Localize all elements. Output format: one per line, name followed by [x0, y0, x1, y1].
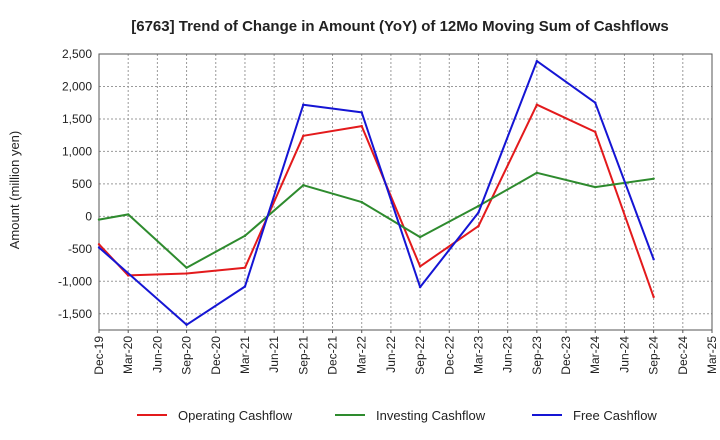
y-tick-label: 2,000 — [62, 79, 92, 93]
free-cashflow-point — [652, 258, 655, 261]
x-tick-label: Jun-24 — [617, 336, 631, 373]
x-tick-label: Mar-20 — [121, 336, 135, 374]
x-tick-label: Dec-20 — [209, 336, 223, 375]
free-cashflow-point — [97, 246, 101, 249]
legend: Operating Cashflow Investing Cashflow Free… — [137, 408, 657, 423]
x-tick-label: Sep-24 — [647, 336, 661, 375]
y-axis-label: Amount (million yen) — [7, 131, 22, 250]
x-tick-label: Jun-23 — [501, 336, 515, 373]
operating-cashflow-point — [477, 224, 480, 228]
investing-cashflow-point — [477, 204, 480, 208]
x-tick-label: Sep-21 — [296, 336, 310, 375]
y-tick-label: -500 — [68, 242, 92, 256]
x-tick-label: Dec-19 — [92, 336, 106, 375]
operating-cashflow-point — [418, 265, 422, 268]
x-tick-label: Dec-21 — [326, 336, 340, 375]
operating-cashflow-line — [98, 103, 655, 298]
y-tick-label: 1,000 — [62, 144, 92, 158]
investing-cashflow-point — [594, 185, 597, 189]
investing-cashflow-point — [418, 235, 422, 239]
operating-cashflow-point — [302, 134, 305, 138]
x-tick-label: Dec-24 — [676, 336, 690, 375]
operating-cashflow-point — [652, 295, 655, 299]
free-cashflow-point — [418, 285, 422, 289]
free-cashflow-point — [535, 59, 539, 63]
operating-cashflow-point — [360, 124, 363, 128]
free-cashflow-point — [302, 103, 305, 106]
free-cashflow-point — [477, 211, 480, 214]
x-tick-label: Dec-23 — [559, 336, 573, 375]
legend-label-investing-cashflow: Investing Cashflow — [376, 408, 486, 423]
x-tick-label: Sep-20 — [180, 336, 194, 375]
free-cashflow-point — [360, 111, 363, 114]
investing-cashflow-point — [185, 266, 188, 269]
x-tick-label: Mar-21 — [238, 336, 252, 374]
x-tick-label: Mar-23 — [471, 336, 485, 374]
legend-label-operating-cashflow: Operating Cashflow — [178, 408, 293, 423]
axes: -1,500 -1,000 -500 0 500 1,000 1,500 2,000 2,500… — [58, 47, 719, 375]
free-cashflow-point — [185, 323, 188, 327]
investing-cashflow-point — [652, 177, 655, 180]
x-tick-label: Sep-23 — [530, 336, 544, 375]
x-tick-label: Jun-21 — [267, 336, 281, 373]
operating-cashflow-point — [243, 266, 247, 269]
free-cashflow-line — [98, 60, 655, 326]
y-tick-label: -1,000 — [58, 274, 92, 288]
investing-cashflow-point — [243, 234, 247, 238]
x-tick-label: Jun-20 — [150, 336, 164, 373]
operating-cashflow-point — [185, 272, 188, 275]
y-tick-label: 1,500 — [62, 112, 92, 126]
series-lines — [97, 59, 655, 327]
operating-cashflow-point — [594, 130, 597, 134]
x-tick-label: Mar-22 — [355, 336, 369, 374]
investing-cashflow-point — [360, 200, 363, 204]
x-tick-label: Mar-25 — [705, 336, 719, 374]
x-tick-label: Sep-22 — [413, 336, 427, 375]
x-tick-label: Dec-22 — [442, 336, 456, 375]
operating-cashflow-point — [97, 243, 101, 246]
operating-cashflow-point — [535, 103, 539, 106]
free-cashflow-point — [594, 101, 597, 104]
x-tick-label: Jun-22 — [384, 336, 398, 373]
y-tick-label: 0 — [85, 209, 92, 223]
plot-frame — [98, 53, 713, 331]
chart-title: [6763] Trend of Change in Amount (YoY) o… — [131, 18, 669, 35]
grid — [99, 53, 713, 330]
investing-cashflow-line — [98, 171, 654, 269]
y-tick-label: -1,500 — [58, 307, 92, 321]
investing-cashflow-point — [126, 213, 130, 216]
y-tick-label: 500 — [72, 177, 92, 191]
legend-label-free-cashflow: Free Cashflow — [573, 408, 657, 423]
investing-cashflow-point — [302, 183, 305, 187]
x-tick-label: Mar-24 — [588, 336, 602, 374]
free-cashflow-point — [243, 285, 247, 288]
investing-cashflow-point — [97, 218, 101, 221]
investing-cashflow-point — [535, 171, 539, 175]
y-tick-label: 2,500 — [62, 47, 92, 61]
